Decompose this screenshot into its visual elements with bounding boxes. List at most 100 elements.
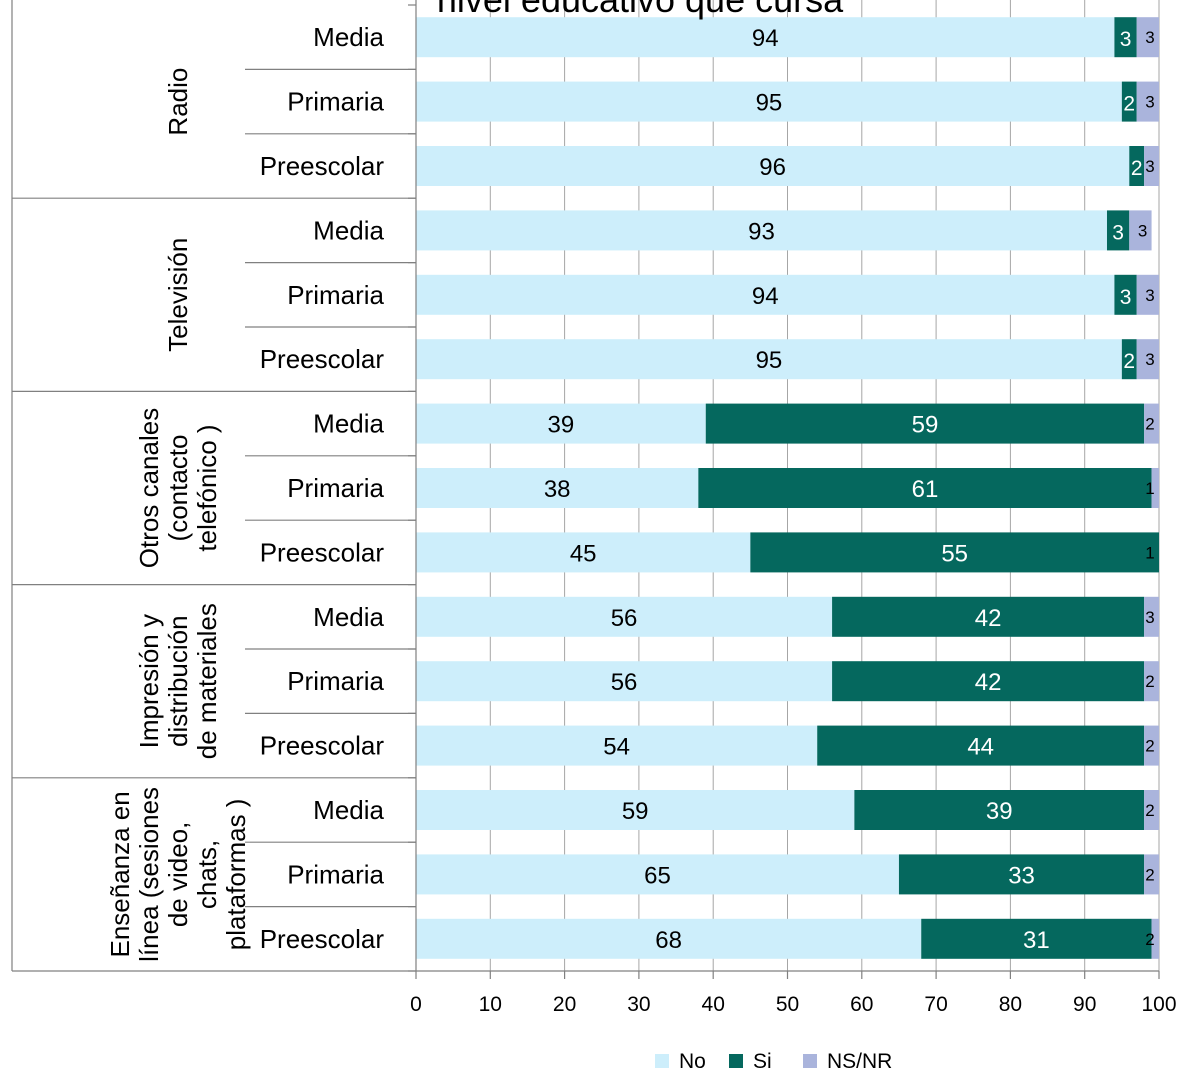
data-label: 3 — [1138, 221, 1147, 240]
data-label: 2 — [1123, 93, 1135, 116]
data-label: 31 — [1023, 927, 1050, 954]
row-label: Primaria — [287, 87, 384, 117]
bar-segment-ns-nr — [1136, 81, 1159, 122]
row-label: Preescolar — [260, 537, 385, 567]
tick-label: 30 — [627, 993, 650, 1016]
row-label: Media — [313, 215, 384, 245]
bar-segment-no — [416, 854, 899, 895]
data-label: 56 — [611, 605, 638, 632]
data-label: 3 — [1145, 157, 1154, 176]
bar-segment-no — [416, 661, 833, 702]
tick-label: 0 — [410, 993, 422, 1016]
bar-segment-ns-nr — [1136, 339, 1159, 380]
bar-segment-si — [832, 596, 1145, 637]
legend: No Si NS/NR — [655, 1050, 892, 1073]
data-label: 45 — [570, 540, 597, 567]
bar-segment-ns-nr — [1144, 146, 1159, 186]
bar-segment-ns-nr — [1151, 468, 1159, 508]
data-label: 95 — [756, 347, 783, 374]
bar-segment-no — [416, 146, 1130, 186]
bar-segment-no — [416, 17, 1115, 58]
tick-label: 100 — [1141, 993, 1176, 1016]
row-label: Primaria — [287, 666, 384, 696]
row-label: Preescolar — [260, 344, 385, 374]
data-label: 42 — [975, 669, 1002, 696]
bar-segment-si — [1106, 210, 1130, 251]
data-label: 2 — [1145, 672, 1154, 691]
bar-segment-si — [898, 854, 1145, 895]
bar-segment-si — [1114, 17, 1137, 58]
value-axis: 0 10 20 30 40 50 60 70 80 90 100 — [410, 970, 1177, 1016]
data-label: 2 — [1131, 157, 1143, 180]
data-label: 33 — [1008, 862, 1035, 889]
data-label: 55 — [941, 540, 968, 567]
data-label: 96 — [759, 154, 786, 181]
bar-segment-ns-nr — [1144, 790, 1159, 830]
bar-segment-no — [416, 790, 855, 830]
bar-segment-si — [698, 468, 1152, 508]
data-label: 59 — [912, 412, 939, 439]
bar-segment-no — [416, 596, 833, 637]
bar-segment-ns-nr — [1144, 596, 1159, 637]
bars: 94 3 395 2 396 2 393 3 394 3 395 2 339 59 238 61 145 55 15… — [416, 17, 1159, 959]
bar-segment-si — [832, 661, 1145, 702]
group-label: Televisión — [163, 238, 193, 352]
bar-segment-no — [416, 918, 922, 959]
bar-segment-si — [1121, 339, 1137, 380]
legend-swatch — [803, 1054, 817, 1068]
row-label: Media — [313, 602, 384, 632]
data-label: 38 — [544, 476, 571, 503]
chart-title: nivel educativo que cursa — [437, 0, 844, 20]
data-label: 2 — [1145, 930, 1154, 949]
data-label: 2 — [1145, 801, 1154, 820]
data-label: 68 — [655, 927, 682, 954]
bar-segment-si — [1114, 274, 1137, 315]
bar-segment-si — [817, 725, 1145, 766]
tick-label: 10 — [479, 993, 502, 1016]
bar-segment-no — [416, 81, 1122, 122]
data-label: 95 — [756, 90, 783, 117]
bar-segment-ns-nr — [1144, 725, 1159, 766]
data-label: 3 — [1120, 286, 1132, 309]
data-label: 59 — [622, 798, 649, 825]
tick-label: 90 — [1073, 993, 1096, 1016]
category-axis: Media Primaria Preescolar Radio Media Primari… — [11, 0, 417, 972]
bar-segment-si — [854, 790, 1145, 830]
bar-segment-si — [1121, 81, 1137, 122]
bar-segment-ns-nr — [1144, 854, 1159, 895]
bar-segment-ns-nr — [1136, 17, 1159, 58]
row-label: Media — [313, 409, 384, 439]
bar-segment-no — [416, 274, 1115, 315]
data-label: 54 — [603, 734, 630, 761]
bar-segment-ns-nr — [1151, 918, 1159, 959]
data-label: 3 — [1145, 608, 1154, 627]
bar-segment-no — [416, 468, 699, 508]
data-label: 3 — [1145, 350, 1154, 369]
tick-label: 50 — [776, 993, 799, 1016]
data-label: 2 — [1145, 415, 1154, 434]
tick-label: 80 — [999, 993, 1022, 1016]
bar-segment-no — [416, 403, 706, 444]
bar-segment-si — [705, 403, 1145, 444]
legend-label: No — [679, 1050, 706, 1073]
data-label: 1 — [1145, 479, 1154, 498]
data-label: 2 — [1145, 865, 1154, 884]
tick-label: 20 — [553, 993, 576, 1016]
data-label: 39 — [548, 412, 575, 439]
data-label: 1 — [1145, 543, 1154, 562]
data-label: 3 — [1120, 28, 1132, 51]
data-label: 44 — [967, 734, 994, 761]
data-label: 93 — [748, 218, 775, 245]
data-label: 3 — [1112, 221, 1124, 244]
data-label: 56 — [611, 669, 638, 696]
legend-label: NS/NR — [827, 1050, 892, 1073]
tick-label: 60 — [850, 993, 873, 1016]
bar-segment-ns-nr — [1136, 274, 1159, 315]
group-label: Radio — [163, 68, 193, 136]
bar-segment-si — [1129, 146, 1145, 186]
data-label: 3 — [1145, 286, 1154, 305]
data-label: 94 — [752, 283, 779, 310]
data-label: 42 — [975, 605, 1002, 632]
legend-swatch — [655, 1054, 669, 1068]
